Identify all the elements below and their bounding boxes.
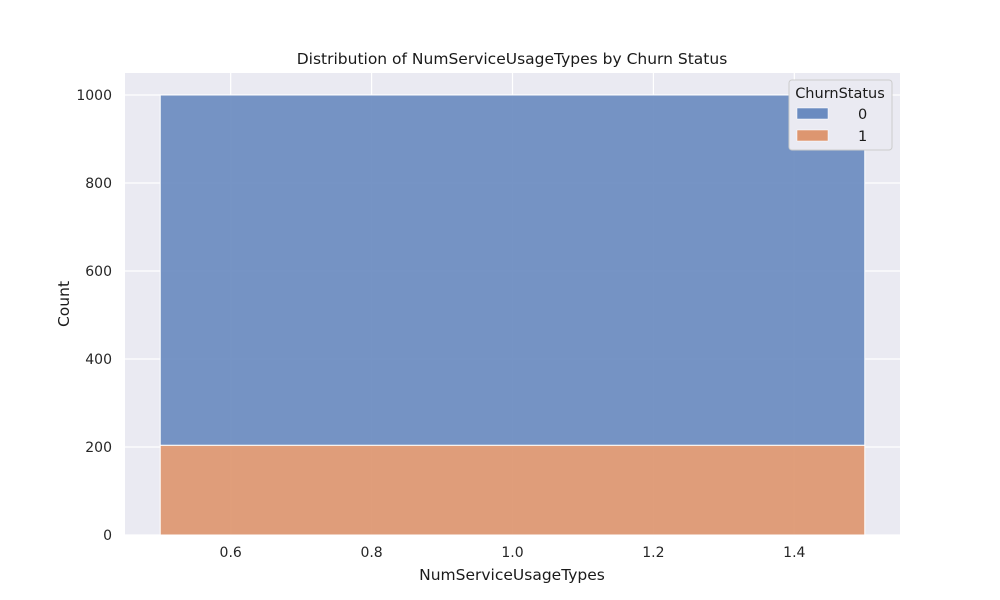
y-axis-label: Count: [55, 281, 73, 327]
bar-churn-0: [159, 94, 866, 446]
bars: [159, 94, 866, 536]
legend-swatch-0: [796, 107, 829, 120]
y-tick-label: 400: [85, 352, 112, 368]
tick-labels: 0.6 0.8 1.0 1.2 1.4 0 200 400 600 800 1000: [76, 88, 805, 561]
legend-swatch-1: [796, 129, 829, 142]
legend-label-1: 1: [858, 129, 867, 145]
legend-label-0: 0: [858, 107, 867, 123]
x-axis-label: NumServiceUsageTypes: [419, 566, 605, 584]
y-tick-label: 1000: [76, 88, 112, 104]
x-tick-label: 0.8: [360, 545, 382, 561]
x-tick-label: 1.0: [501, 545, 523, 561]
y-tick-label: 600: [85, 264, 112, 280]
bar-churn-1: [159, 444, 866, 536]
x-tick-label: 1.2: [642, 545, 664, 561]
chart-title: Distribution of NumServiceUsageTypes by …: [297, 50, 728, 68]
legend-title: ChurnStatus: [795, 86, 885, 102]
y-tick-label: 0: [103, 528, 112, 544]
legend: ChurnStatus 0 1: [788, 79, 893, 151]
x-tick-label: 0.6: [220, 545, 242, 561]
x-tick-label: 1.4: [783, 545, 805, 561]
y-tick-label: 200: [85, 440, 112, 456]
y-tick-label: 800: [85, 176, 112, 192]
